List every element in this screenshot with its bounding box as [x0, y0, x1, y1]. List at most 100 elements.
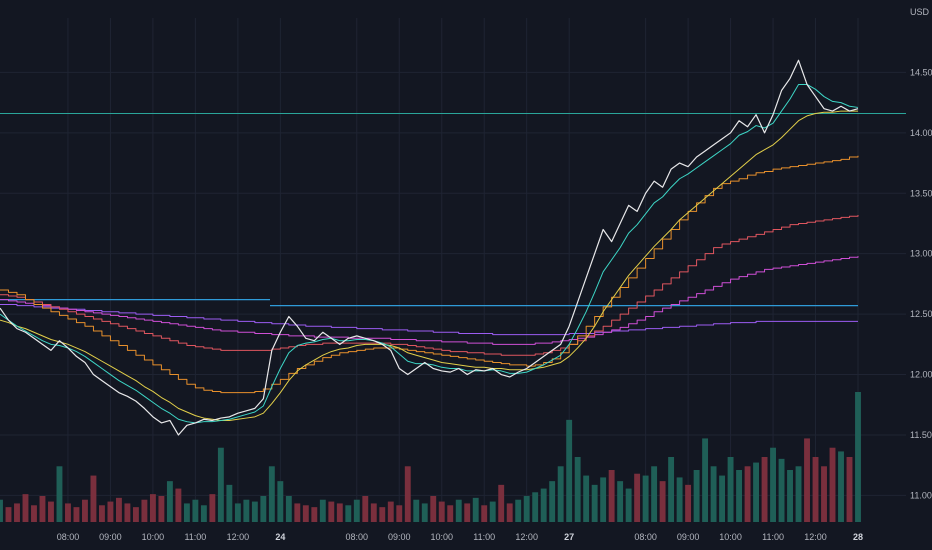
volume-bar [574, 457, 581, 522]
volume-bar [396, 505, 403, 522]
volume-bar [719, 475, 726, 522]
volume-bar [243, 499, 250, 522]
volume-bar [251, 501, 258, 522]
volume-bar [549, 481, 556, 522]
volume-bar [812, 457, 819, 522]
volume-bar [685, 484, 692, 522]
volume-bar [651, 466, 658, 522]
volume-bar [736, 470, 743, 522]
x-tick-label: 12:00 [804, 532, 827, 542]
volume-bar [302, 505, 309, 522]
horizontal-levels [0, 112, 906, 307]
volume-bar [829, 447, 836, 522]
volume-bar [617, 481, 624, 522]
step-magenta-series-line [0, 256, 859, 345]
volume-bar [285, 496, 292, 522]
volume-bar [149, 494, 156, 522]
volume-bar [73, 507, 80, 522]
volume-bar [192, 499, 199, 522]
volume-bar [659, 481, 666, 522]
volume-bar [506, 503, 513, 522]
price-axis[interactable]: USD 14.50 14.00 13.50 13.00 12.50 12.00 11.50 1… [910, 7, 932, 500]
volume-bar [583, 475, 590, 522]
volume-bar [294, 503, 301, 522]
y-tick-label: 12.00 [910, 370, 932, 380]
x-tick-label: 09:00 [388, 532, 411, 542]
y-tick-label: 13.00 [910, 249, 932, 259]
y-tick-label: 12.50 [910, 309, 932, 319]
indicator-lines [0, 59, 859, 436]
volume-bar [676, 477, 683, 522]
x-tick-label: 09:00 [677, 532, 700, 542]
x-tick-label: 08:00 [57, 532, 80, 542]
y-tick-label: 14.50 [910, 67, 932, 77]
volume-bar [277, 481, 284, 522]
volume-bar [268, 466, 275, 522]
volume-bar [336, 503, 343, 522]
volume-bar [498, 484, 505, 522]
y-tick-label: 11.50 [910, 430, 932, 440]
x-tick-label: 11:00 [184, 532, 206, 542]
volume-bar [472, 497, 479, 522]
volume-bar [846, 457, 853, 522]
volume-bar [557, 466, 564, 522]
x-tick-label: 10:00 [430, 532, 453, 542]
x-tick-label: 27 [564, 532, 574, 542]
volume-bar [404, 466, 411, 522]
volume-bar [226, 484, 233, 522]
volume-bar [22, 494, 29, 522]
volume-bar [481, 505, 488, 522]
volume-bar [311, 507, 318, 522]
ema-fast-series-line [0, 83, 859, 424]
volume-bar [804, 438, 810, 522]
volume-bar [744, 466, 751, 522]
volume-bar [795, 466, 802, 522]
volume-bar [430, 496, 437, 522]
volume-bar [234, 503, 241, 522]
volume-bar [600, 477, 607, 522]
volume-bar [31, 505, 37, 522]
volume-bar [124, 503, 131, 522]
volume-bar [591, 484, 598, 522]
volume-bar [319, 499, 326, 522]
volume-bar [710, 466, 717, 522]
volume-bar [693, 470, 700, 522]
volume-bar [753, 462, 760, 522]
volume-bar [455, 499, 462, 522]
volume-bar [209, 494, 216, 522]
volume-bar [260, 496, 267, 522]
volume-bar [421, 503, 428, 522]
volume-bar [183, 503, 190, 522]
volume-bar [217, 447, 224, 522]
step-purple-series-line [0, 303, 858, 336]
volume-bar [39, 496, 46, 522]
x-tick-label: 08:00 [634, 532, 657, 542]
y-tick-label: 13.50 [910, 188, 932, 198]
volume-bar [770, 447, 776, 522]
volume-bar [387, 501, 394, 522]
volume-bar [608, 470, 615, 522]
volume-bar [5, 507, 12, 522]
volume-bar [132, 507, 139, 522]
volume-bar [523, 496, 530, 522]
volume-bar [515, 499, 522, 522]
y-tick-label: 11.00 [910, 490, 932, 500]
volume-bars [0, 392, 861, 522]
volume-bar [115, 497, 122, 522]
volume-bar [761, 457, 768, 522]
step-red-series-line [0, 215, 859, 356]
x-tick-label: 11:00 [762, 532, 784, 542]
volume-bar [98, 505, 105, 522]
volume-bar [821, 466, 827, 522]
grid-lines [0, 18, 906, 522]
x-tick-label: 10:00 [719, 532, 742, 542]
time-axis[interactable]: 08:00 09:00 10:00 11:00 12:00 24 08:00 09:00 10:… [57, 532, 863, 542]
volume-bar [379, 507, 386, 522]
volume-bar [370, 503, 377, 522]
x-tick-label: 11:00 [473, 532, 495, 542]
volume-bar [82, 499, 88, 522]
currency-label: USD [910, 7, 930, 17]
x-tick-label: 08:00 [346, 532, 369, 542]
volume-bar [65, 503, 71, 522]
